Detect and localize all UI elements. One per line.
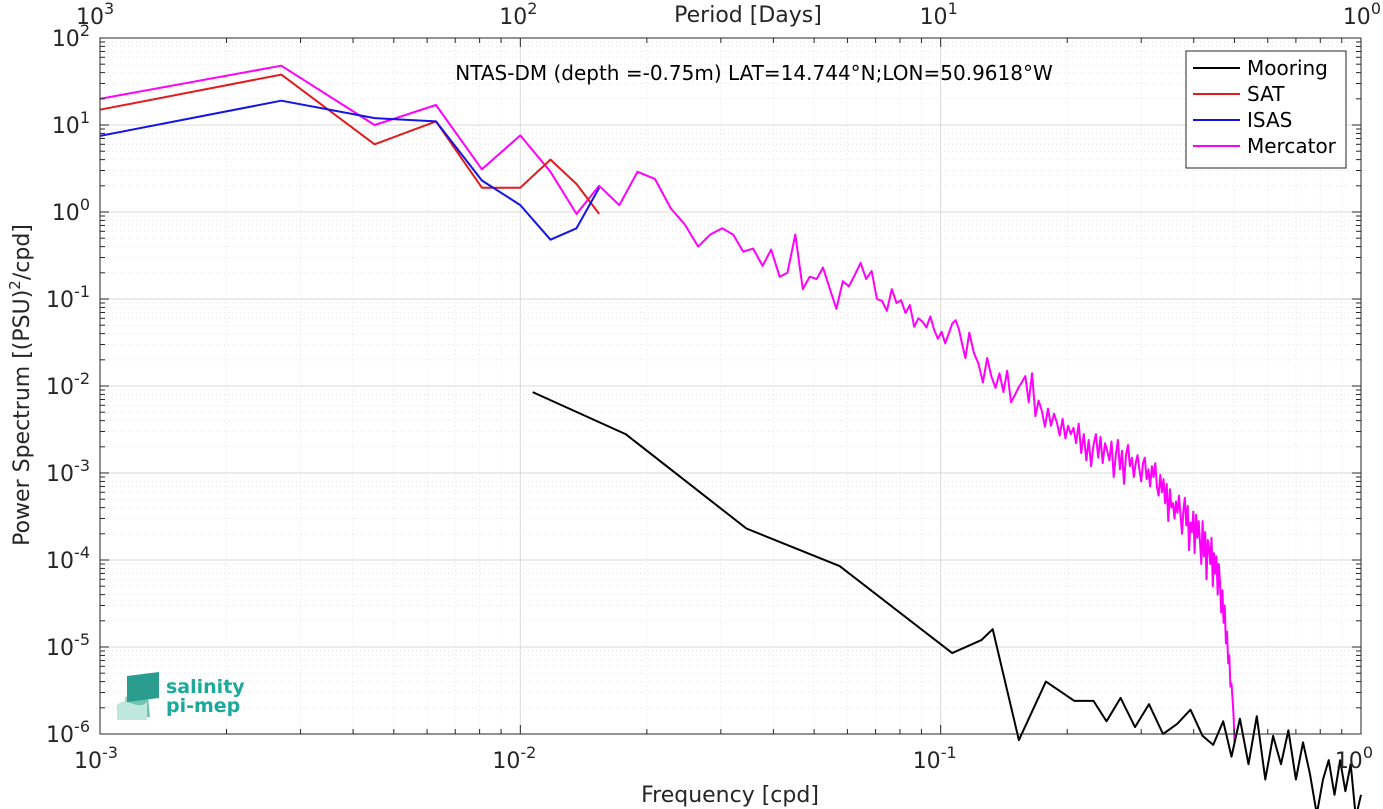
series-line-isas (99, 99, 601, 241)
series-line-sat (99, 73, 600, 215)
legend-label-sat: SAT (1247, 82, 1285, 106)
top-tick-label: 102 (499, 0, 537, 30)
salinity-pi-mep-logo: salinity pi-mep (117, 672, 245, 720)
x-axis-title: Frequency [cpd] (641, 783, 819, 808)
top-axis-title: Period [Days] (674, 3, 822, 28)
logo-line1: salinity (166, 676, 245, 698)
logo-line2: pi-mep (166, 695, 240, 717)
y-tick-label: 10-1 (46, 282, 90, 313)
chart-title: NTAS-DM (depth =-0.75m) LAT=14.744°N;LON… (455, 61, 1053, 85)
y-axis-title: Power Spectrum [(PSU)2/cpd] (6, 224, 35, 546)
series-line-mercator (99, 64, 1236, 743)
legend-box (1185, 50, 1347, 169)
legend-label-isas: ISAS (1247, 108, 1292, 132)
y-tick-label: 10-5 (46, 630, 90, 661)
series-lines (99, 64, 1362, 809)
legend-label-mooring: Mooring (1247, 56, 1328, 80)
series-line-mooring (532, 391, 1362, 809)
legend-label-mercator: Mercator (1247, 134, 1337, 158)
x-tick-label: 10-3 (74, 743, 118, 774)
